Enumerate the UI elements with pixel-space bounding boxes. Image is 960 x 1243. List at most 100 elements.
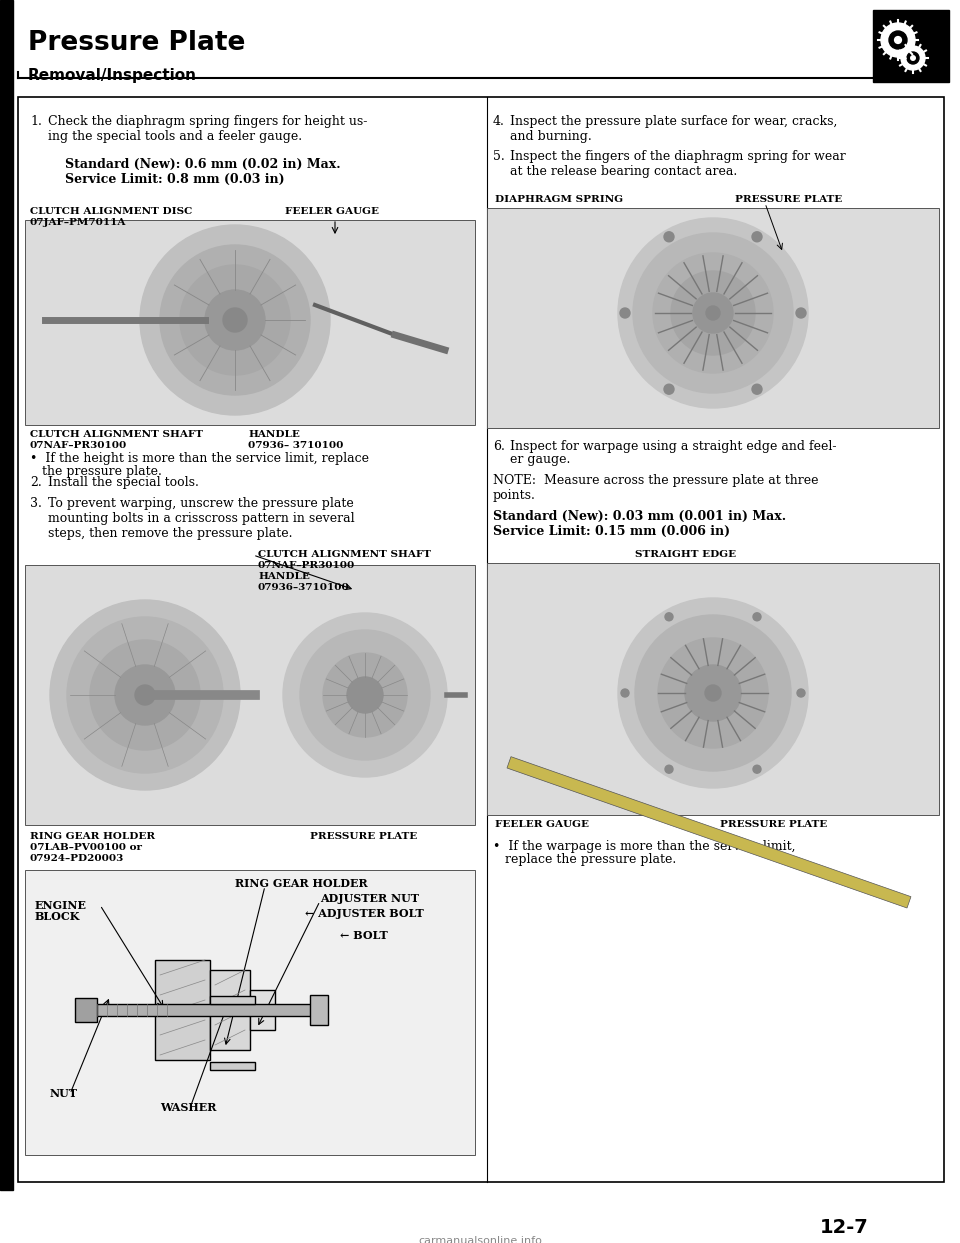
Circle shape bbox=[889, 31, 907, 48]
Text: carmanualsonline.info: carmanualsonline.info bbox=[418, 1236, 542, 1243]
Circle shape bbox=[621, 689, 629, 697]
Bar bbox=[95, 1004, 325, 1016]
Bar bbox=[507, 757, 911, 907]
Circle shape bbox=[115, 665, 175, 725]
Text: STRAIGHT EDGE: STRAIGHT EDGE bbox=[635, 549, 736, 559]
Circle shape bbox=[797, 689, 805, 697]
Bar bbox=[155, 960, 210, 1060]
Text: RING GEAR HOLDER: RING GEAR HOLDER bbox=[235, 878, 368, 889]
Circle shape bbox=[653, 254, 773, 373]
Text: 2.: 2. bbox=[30, 476, 41, 488]
Bar bbox=[25, 220, 475, 425]
Circle shape bbox=[160, 245, 310, 395]
Text: ADJUSTER NUT: ADJUSTER NUT bbox=[320, 892, 419, 904]
Text: PRESSURE PLATE: PRESSURE PLATE bbox=[735, 195, 842, 204]
Text: •  If the warpage is more than the service limit,: • If the warpage is more than the servic… bbox=[493, 840, 796, 853]
Circle shape bbox=[323, 653, 407, 737]
Text: NUT: NUT bbox=[50, 1088, 78, 1099]
Text: FEELER GAUGE: FEELER GAUGE bbox=[285, 208, 379, 216]
Text: HANDLE: HANDLE bbox=[258, 572, 310, 580]
Text: RING GEAR HOLDER: RING GEAR HOLDER bbox=[30, 832, 156, 842]
Circle shape bbox=[633, 232, 793, 393]
Text: replace the pressure plate.: replace the pressure plate. bbox=[493, 853, 676, 866]
Text: the pressure plate.: the pressure plate. bbox=[30, 465, 162, 479]
Text: FEELER GAUGE: FEELER GAUGE bbox=[495, 820, 589, 829]
Bar bbox=[310, 994, 328, 1025]
Text: Check the diaphragm spring fingers for height us-
ing the special tools and a fe: Check the diaphragm spring fingers for h… bbox=[48, 116, 368, 143]
Text: 07LAB–PV00100 or: 07LAB–PV00100 or bbox=[30, 843, 142, 851]
Circle shape bbox=[895, 36, 901, 44]
Text: •  If the height is more than the service limit, replace: • If the height is more than the service… bbox=[30, 452, 369, 465]
Text: CLUTCH ALIGNMENT SHAFT: CLUTCH ALIGNMENT SHAFT bbox=[30, 430, 203, 439]
Text: 12-7: 12-7 bbox=[820, 1218, 869, 1237]
Text: Inspect the pressure plate surface for wear, cracks,
and burning.: Inspect the pressure plate surface for w… bbox=[510, 116, 837, 143]
Bar bbox=[18, 97, 944, 1182]
Bar bbox=[0, 0, 13, 1190]
Text: 3.: 3. bbox=[30, 497, 42, 510]
Text: DIAPHRAGM SPRING: DIAPHRAGM SPRING bbox=[495, 195, 623, 204]
Text: ← ADJUSTER BOLT: ← ADJUSTER BOLT bbox=[305, 907, 423, 919]
Circle shape bbox=[658, 638, 768, 748]
Circle shape bbox=[223, 308, 247, 332]
Circle shape bbox=[665, 766, 673, 773]
Bar bbox=[487, 563, 939, 815]
Text: NOTE:  Measure across the pressure plate at three
points.: NOTE: Measure across the pressure plate … bbox=[493, 474, 819, 502]
Circle shape bbox=[90, 640, 200, 750]
Circle shape bbox=[664, 384, 674, 394]
Bar bbox=[250, 989, 275, 1030]
Text: WASHER: WASHER bbox=[160, 1103, 216, 1112]
Circle shape bbox=[664, 231, 674, 242]
Text: er gauge.: er gauge. bbox=[510, 452, 570, 466]
Bar bbox=[487, 208, 939, 428]
Circle shape bbox=[635, 615, 791, 771]
Text: Pressure Plate: Pressure Plate bbox=[28, 30, 246, 56]
Circle shape bbox=[907, 52, 919, 63]
Circle shape bbox=[135, 685, 155, 705]
Bar bbox=[210, 1062, 255, 1070]
Text: Install the special tools.: Install the special tools. bbox=[48, 476, 199, 488]
Text: To prevent warping, unscrew the pressure plate
mounting bolts in a crisscross pa: To prevent warping, unscrew the pressure… bbox=[48, 497, 354, 539]
Circle shape bbox=[671, 271, 755, 355]
Text: HANDLE: HANDLE bbox=[248, 430, 300, 439]
Circle shape bbox=[796, 308, 806, 318]
Circle shape bbox=[180, 265, 290, 375]
Circle shape bbox=[140, 225, 330, 415]
Circle shape bbox=[618, 218, 808, 408]
Circle shape bbox=[347, 677, 383, 713]
Bar bbox=[75, 998, 97, 1022]
Circle shape bbox=[901, 46, 925, 70]
Text: 6.: 6. bbox=[493, 440, 505, 452]
Circle shape bbox=[300, 630, 430, 759]
Circle shape bbox=[753, 766, 761, 773]
Circle shape bbox=[693, 293, 733, 333]
Text: 07NAF–PR30100: 07NAF–PR30100 bbox=[258, 561, 355, 571]
Text: Inspect the fingers of the diaphragm spring for wear
at the release bearing cont: Inspect the fingers of the diaphragm spr… bbox=[510, 150, 846, 178]
Text: ← BOLT: ← BOLT bbox=[340, 930, 388, 941]
Circle shape bbox=[752, 384, 762, 394]
Text: CLUTCH ALIGNMENT DISC: CLUTCH ALIGNMENT DISC bbox=[30, 208, 192, 216]
Circle shape bbox=[705, 685, 721, 701]
Circle shape bbox=[881, 24, 915, 57]
Circle shape bbox=[67, 617, 223, 773]
Circle shape bbox=[685, 665, 741, 721]
Bar bbox=[873, 10, 949, 82]
Text: PRESSURE PLATE: PRESSURE PLATE bbox=[720, 820, 828, 829]
Text: Standard (New): 0.6 mm (0.02 in) Max.
Service Limit: 0.8 mm (0.03 in): Standard (New): 0.6 mm (0.02 in) Max. Se… bbox=[65, 158, 341, 186]
Circle shape bbox=[911, 56, 915, 60]
Text: Standard (New): 0.03 mm (0.001 in) Max.
Service Limit: 0.15 mm (0.006 in): Standard (New): 0.03 mm (0.001 in) Max. … bbox=[493, 510, 786, 538]
Text: 5.: 5. bbox=[493, 150, 505, 163]
Circle shape bbox=[205, 290, 265, 351]
Text: 07936– 3710100: 07936– 3710100 bbox=[248, 441, 344, 450]
Bar bbox=[25, 870, 475, 1155]
Circle shape bbox=[50, 600, 240, 791]
Text: ENGINE: ENGINE bbox=[35, 900, 87, 911]
Bar bbox=[25, 566, 475, 825]
Text: PRESSURE PLATE: PRESSURE PLATE bbox=[310, 832, 418, 842]
Circle shape bbox=[706, 306, 720, 319]
Text: 07NAF–PR30100: 07NAF–PR30100 bbox=[30, 441, 128, 450]
Circle shape bbox=[752, 231, 762, 242]
Circle shape bbox=[618, 598, 808, 788]
Circle shape bbox=[753, 613, 761, 620]
Text: 4.: 4. bbox=[493, 116, 505, 128]
Text: 07JAF–PM7011A: 07JAF–PM7011A bbox=[30, 218, 127, 227]
